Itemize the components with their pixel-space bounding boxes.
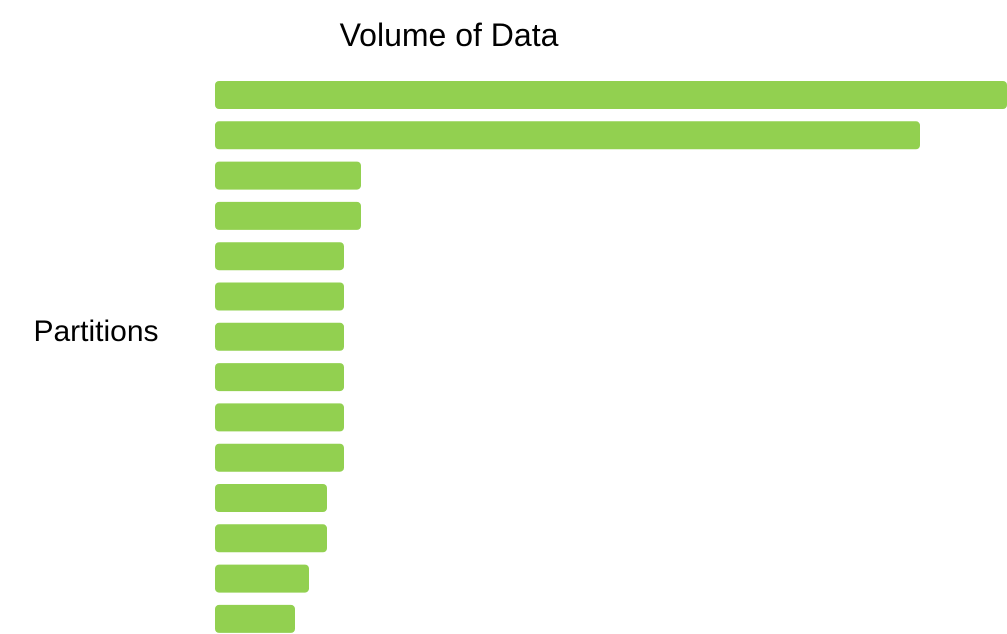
y-axis-label: Partitions (33, 315, 158, 348)
bar-partition-11 (215, 484, 327, 512)
bar-partition-10 (215, 443, 344, 472)
bar-partition-9 (215, 403, 344, 432)
bar-partition-12 (215, 524, 327, 553)
bar-partition-3 (215, 161, 361, 190)
bar-partition-13 (215, 564, 309, 593)
bars-group (215, 81, 1007, 633)
bar-partition-1 (215, 81, 1007, 109)
bar-partition-8 (215, 363, 344, 392)
bar-partition-6 (215, 282, 344, 311)
bar-partition-7 (215, 322, 344, 351)
bar-partition-4 (215, 201, 361, 230)
chart-title: Volume of Data (340, 17, 559, 53)
bar-partition-5 (215, 242, 344, 271)
bar-partition-14 (215, 604, 295, 633)
bar-partition-2 (215, 121, 920, 150)
